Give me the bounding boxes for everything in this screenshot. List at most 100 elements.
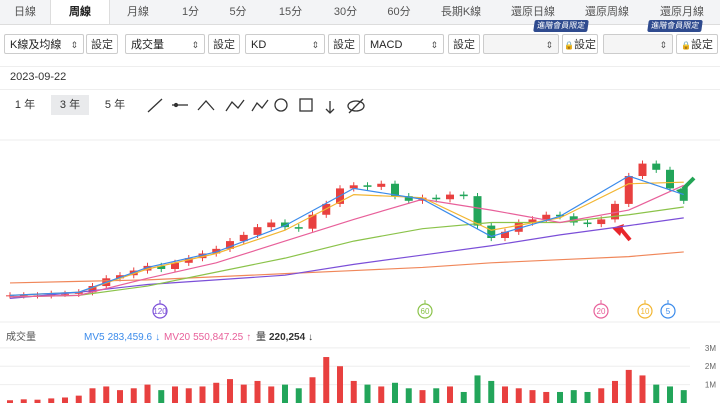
candle-body: [61, 293, 69, 295]
tool-hline[interactable]: [172, 102, 188, 108]
volume-bar: [130, 388, 137, 403]
candle-body: [184, 258, 193, 263]
settings-button[interactable]: 設定: [208, 34, 240, 54]
volume-bar: [75, 395, 82, 403]
candle-body: [6, 295, 14, 297]
volume-bar: [158, 390, 165, 403]
volume-bar: [172, 386, 178, 403]
settings-button[interactable]: 🔒設定: [562, 34, 598, 54]
candle-body: [377, 183, 386, 187]
volume-bar: [144, 384, 151, 403]
candle-body: [349, 185, 358, 189]
ma-marker: [660, 303, 676, 319]
tool-hide[interactable]: [347, 98, 365, 114]
volume-bar: [254, 380, 261, 403]
candle-body: [501, 231, 509, 238]
legend-part: 283,459.6: [108, 332, 153, 343]
volume-bar: [7, 400, 13, 403]
legend-part: ↓: [308, 332, 313, 343]
volume-bar: [543, 391, 550, 403]
select[interactable]: KD: [245, 34, 325, 55]
candle-body: [432, 197, 441, 200]
tab[interactable]: 還原周線: [585, 6, 629, 18]
volume-tick-label: 3M: [705, 344, 716, 353]
ma-line: [9, 251, 684, 284]
volume-bar: [323, 357, 330, 403]
volume-bar: [667, 386, 673, 403]
range-button[interactable]: 5 年: [104, 99, 126, 111]
tab[interactable]: 還原日線: [511, 6, 555, 18]
select[interactable]: [603, 34, 673, 55]
tool-angle[interactable]: [197, 100, 215, 111]
ma-line: [9, 181, 684, 296]
ma-line: [9, 217, 684, 300]
settings-button[interactable]: 🔒設定: [676, 34, 718, 54]
legend-part: 550,847.25: [193, 332, 243, 343]
tab[interactable]: 60分: [387, 6, 411, 18]
candle-body: [666, 169, 674, 189]
volume-bar: [680, 390, 687, 403]
candle-body: [638, 163, 647, 176]
candle-body: [569, 216, 578, 223]
candle-body: [308, 214, 317, 229]
settings-button[interactable]: 設定: [448, 34, 480, 54]
tool-circle[interactable]: [274, 98, 288, 112]
volume-bar: [612, 380, 618, 403]
candle-body: [267, 222, 276, 228]
tool-line[interactable]: [147, 98, 163, 113]
button-label: 設定: [690, 39, 713, 51]
select[interactable]: 成交量: [125, 34, 205, 55]
candle-body: [404, 196, 413, 201]
tab[interactable]: 長期K線: [440, 6, 482, 18]
volume-bar: [34, 399, 41, 403]
volume-bar: [584, 391, 591, 403]
tool-wave[interactable]: [225, 99, 245, 112]
volume-legend: MV5 283,459.6 ↓: [84, 332, 160, 343]
tab[interactable]: 月線: [127, 6, 149, 18]
tab-bar: 日線 周線 月線 1分 5分 15分 30分 60分 長期K線 還原日線 還原周線 還原月線: [0, 0, 720, 25]
candle-body: [74, 292, 83, 294]
volume-legend: MV20 550,847.25 ↑: [164, 332, 251, 343]
candle-body: [473, 196, 482, 226]
tab[interactable]: 30分: [333, 6, 358, 18]
candle-body: [542, 214, 551, 220]
tool-rect[interactable]: [299, 98, 313, 112]
volume-bar: [282, 384, 288, 403]
settings-button[interactable]: 設定: [86, 34, 118, 54]
legend-part: ↓: [155, 332, 160, 343]
candle-body: [528, 219, 537, 223]
tool-wave2[interactable]: [251, 99, 269, 112]
tool-text[interactable]: [325, 101, 335, 114]
volume-bar: [185, 388, 192, 403]
button-label: 設定: [213, 39, 235, 51]
volume-label: 成交量: [6, 330, 36, 343]
select[interactable]: K線及均線: [4, 34, 84, 55]
lock-icon: 🔒: [681, 41, 691, 50]
tab[interactable]: 日線: [14, 6, 36, 18]
volume-bar: [48, 398, 55, 403]
range-button[interactable]: 1 年: [14, 99, 36, 111]
volume-bar: [227, 379, 233, 403]
tab[interactable]: 15分: [278, 6, 303, 18]
tab[interactable]: 還原月線: [660, 6, 704, 18]
candle-body: [487, 225, 496, 238]
volume-bar: [598, 388, 605, 403]
volume-bar: [268, 386, 275, 403]
ma-marker: [152, 303, 168, 319]
settings-button[interactable]: 設定: [328, 34, 360, 54]
volume-bar: [337, 366, 343, 403]
button-label: 設定: [453, 39, 475, 51]
ma-marker: [593, 303, 609, 319]
select[interactable]: [483, 34, 559, 55]
tab[interactable]: 1分: [181, 6, 200, 18]
volume-bar: [447, 386, 453, 403]
tab[interactable]: 周線: [50, 0, 110, 24]
volume-bar: [502, 386, 508, 403]
volume-bar: [20, 399, 27, 403]
select[interactable]: MACD: [364, 34, 444, 55]
volume-bar: [488, 380, 495, 403]
range-button[interactable]: 3 年: [51, 95, 89, 115]
tab[interactable]: 5分: [229, 6, 247, 18]
candle-body: [652, 163, 661, 170]
